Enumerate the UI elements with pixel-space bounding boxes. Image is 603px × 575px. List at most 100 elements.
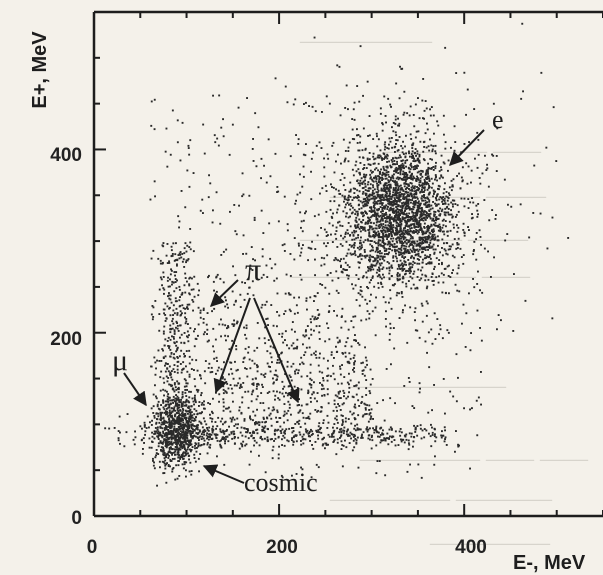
point-electron [357, 226, 360, 229]
point-muon [179, 458, 182, 460]
point-pion [231, 372, 234, 375]
point-electron [412, 156, 415, 159]
point-electron-halo [429, 232, 432, 235]
point-background [451, 185, 454, 188]
point-pion [296, 420, 299, 423]
point-electron [443, 248, 446, 251]
point-electron [374, 211, 376, 214]
point-electron [397, 210, 400, 213]
point-background [299, 191, 302, 194]
point-electron [344, 150, 347, 152]
point-electron-halo [463, 143, 466, 145]
point-background [382, 399, 384, 402]
point-electron [368, 199, 370, 202]
point-electron-halo [373, 285, 376, 288]
point-electron [421, 261, 424, 264]
point-cosmic [194, 444, 196, 447]
point-electron-halo [462, 303, 465, 306]
point-electron [374, 175, 377, 178]
point-muon-streak [173, 333, 176, 335]
point-electron [412, 273, 415, 275]
point-electron-halo [421, 320, 424, 323]
point-pion [177, 423, 180, 425]
point-muon [172, 467, 175, 469]
point-electron [381, 194, 383, 197]
point-electron-halo [452, 223, 455, 226]
point-electron-halo [368, 134, 371, 137]
point-electron [362, 191, 365, 193]
point-electron-halo [345, 240, 348, 243]
point-electron [413, 242, 416, 245]
point-electron-halo [341, 244, 344, 247]
point-electron [403, 173, 406, 176]
point-electron-halo [388, 272, 391, 275]
point-muon-streak [160, 278, 163, 281]
point-pion [252, 294, 255, 297]
point-muon [177, 397, 180, 399]
point-electron [414, 151, 416, 154]
point-muon [189, 416, 192, 419]
point-background [215, 191, 218, 194]
point-pion [316, 400, 318, 403]
point-cosmic [286, 439, 289, 442]
point-electron [375, 214, 378, 217]
point-electron-halo [395, 166, 398, 169]
point-electron [433, 193, 435, 195]
point-pion [172, 322, 175, 325]
point-electron-halo [476, 209, 479, 212]
point-electron [428, 227, 430, 229]
point-electron [383, 255, 386, 258]
point-electron [398, 136, 401, 138]
point-electron [367, 220, 369, 223]
point-background [480, 339, 483, 342]
point-electron [391, 194, 394, 196]
point-cosmic [399, 434, 402, 437]
point-electron [416, 223, 418, 226]
point-cosmic [304, 438, 307, 441]
point-cosmic [408, 443, 411, 446]
point-electron [427, 197, 430, 200]
point-electron [377, 235, 380, 238]
point-electron [470, 181, 472, 184]
point-electron [357, 182, 360, 185]
point-background [457, 445, 460, 448]
point-pion [237, 423, 239, 426]
point-electron [400, 233, 403, 235]
point-electron [411, 223, 414, 226]
point-electron-halo [378, 196, 381, 199]
point-electron [371, 194, 374, 197]
point-electron [411, 243, 413, 246]
point-pion [276, 325, 278, 328]
point-cosmic [207, 435, 209, 438]
point-electron-halo [296, 193, 299, 196]
point-muon-streak [166, 390, 168, 393]
point-muon-streak [183, 284, 186, 287]
point-electron [351, 238, 354, 241]
point-pion [269, 366, 271, 368]
point-muon [192, 400, 195, 403]
point-muon-streak [179, 314, 182, 317]
point-muon [174, 441, 177, 443]
point-electron [351, 206, 354, 209]
point-electron [398, 239, 401, 242]
point-muon [162, 399, 164, 402]
point-cosmic [327, 443, 329, 446]
point-electron [366, 183, 369, 186]
point-electron [436, 235, 439, 238]
point-electron [381, 232, 384, 235]
point-electron [457, 237, 460, 240]
point-electron [421, 210, 424, 213]
point-electron [386, 184, 388, 187]
point-electron [377, 195, 380, 198]
point-electron-halo [354, 224, 357, 227]
point-cosmic [336, 438, 339, 441]
point-electron-halo [486, 167, 489, 170]
point-electron-halo [426, 181, 429, 184]
point-electron [440, 272, 443, 275]
point-electron [413, 190, 416, 193]
point-pion [310, 328, 313, 331]
point-muon [164, 425, 167, 427]
point-background [307, 246, 310, 249]
point-electron [340, 258, 342, 261]
point-cosmic [397, 444, 400, 446]
